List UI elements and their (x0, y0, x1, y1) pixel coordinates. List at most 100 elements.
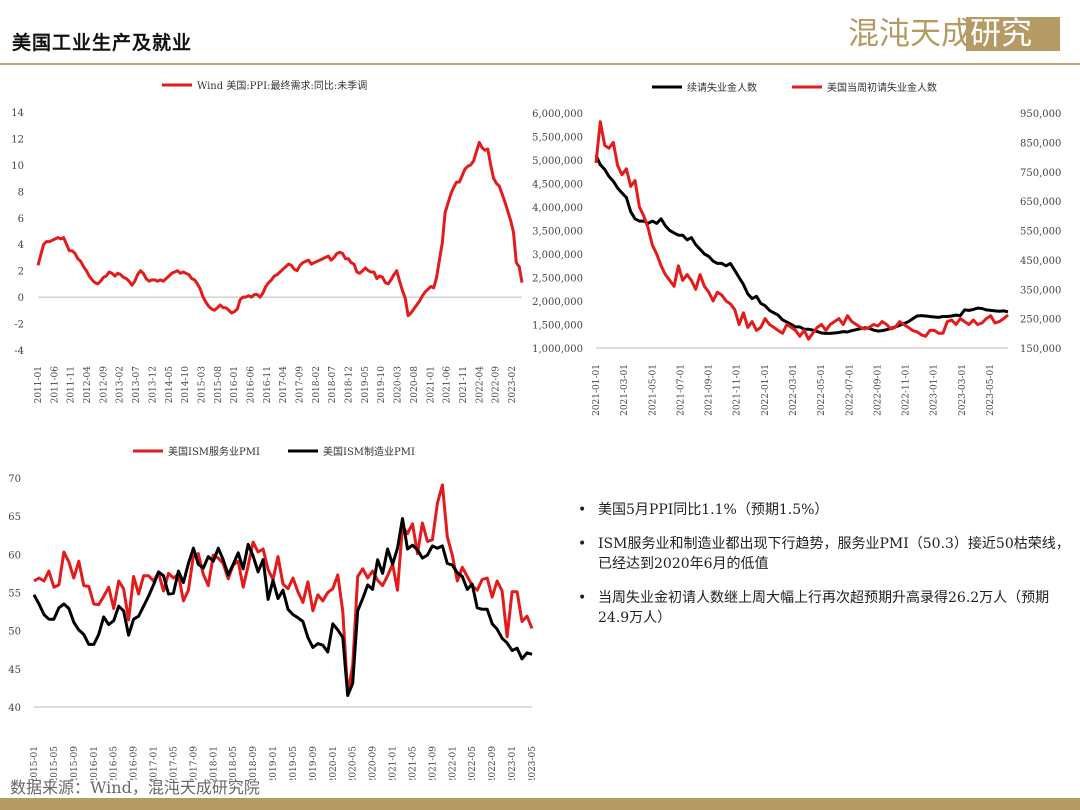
x-tick-label: 2022-01 (448, 746, 458, 780)
x-tick-label: 2018-02 (312, 366, 322, 403)
x-tick-label: 2021-05-01 (648, 364, 658, 416)
x-tick-label: 2015-08 (214, 366, 224, 404)
x-tick-label: 2022-07-01 (845, 364, 855, 416)
y-tick-label-left: 3,500,000 (532, 227, 583, 238)
legend-label: 美国当周初请失业金人数 (827, 81, 937, 94)
x-tick-label: 2018-09 (249, 746, 259, 780)
x-tick-label: 2021-11 (459, 366, 469, 403)
footer-bar (0, 798, 1080, 810)
x-tick-label: 2021-11-01 (733, 364, 743, 416)
y-tick-label: 4 (18, 240, 24, 251)
y-tick-label: 14 (11, 108, 24, 119)
y-tick-label: 55 (8, 589, 21, 600)
y-tick-label-right: 950,000 (1020, 109, 1061, 120)
y-tick-label-right: 350,000 (1020, 285, 1061, 296)
y-tick-label: 40 (8, 703, 21, 714)
x-tick-label: 2020-01 (329, 746, 339, 780)
x-tick-label: 2019-10 (377, 366, 387, 404)
summary-bullets: • 美国5月PPI同比1.1%（预期1.5%） • ISM服务业和制造业都出现下行趋… (572, 500, 1077, 642)
x-tick-label: 2017-09 (189, 746, 199, 780)
y-tick-label-right: 550,000 (1020, 227, 1061, 238)
x-tick-label: 2016-11 (263, 366, 273, 403)
y-tick-label-right: 650,000 (1020, 197, 1061, 208)
x-tick-label: 2011-11 (67, 366, 77, 403)
logo-box: 研究院 (966, 16, 1060, 92)
x-tick-label: 2018-05 (229, 746, 239, 780)
page-title: 美国工业生产及就业 (12, 32, 193, 54)
x-tick-label: 2016-01 (90, 746, 100, 780)
y-tick-label: 2 (18, 267, 24, 278)
y-tick-label: 60 (8, 550, 21, 561)
y-tick-label-left: 4,000,000 (532, 203, 583, 214)
x-tick-label: 2014-10 (181, 366, 191, 404)
y-tick-label-right: 850,000 (1020, 138, 1061, 149)
header-rule (0, 63, 1080, 65)
y-tick-label-right: 750,000 (1020, 168, 1061, 179)
x-tick-label: 2021-07-01 (676, 364, 686, 416)
x-tick-label: 2023-01-01 (930, 364, 940, 416)
x-tick-label: 2011-01 (34, 366, 44, 403)
legend-label: 美国ISM服务业PMI (168, 445, 260, 458)
source-note: 数据来源：Wind，混沌天成研究院 (10, 778, 260, 797)
x-tick-label: 2021-01-01 (592, 364, 602, 416)
x-tick-label: 2021-01 (389, 746, 399, 780)
ppi-chart: Wind 美国:PPI:最终需求:同比:未季调 14 12 10 8 6 4 2 0 -2 -4 20… (11, 79, 524, 404)
y-tick-label: 10 (11, 161, 24, 172)
x-tick-label: 2021-01 (426, 366, 436, 403)
x-tick-label: 2021-03-01 (620, 364, 630, 416)
y-tick-label: -4 (14, 346, 24, 357)
x-tick-label: 2012-04 (83, 366, 93, 404)
y-tick-label-right: 150,000 (1020, 344, 1061, 355)
logo-box-text: 研究院 (970, 16, 1032, 92)
x-tick-label: 2015-01 (30, 746, 40, 780)
x-tick-label: 2017-05 (169, 746, 179, 780)
y-tick-label: 50 (8, 627, 21, 638)
ism-pmi-chart: 美国ISM服务业PMI 美国ISM制造业PMI 70 65 60 55 50 45 40 2015… (8, 445, 538, 780)
y-tick-label: 65 (8, 512, 21, 523)
y-tick-label-left: 3,000,000 (532, 250, 583, 261)
y-tick-label-right: 250,000 (1020, 315, 1061, 326)
bullet-text: ISM服务业和制造业都出现下行趋势，服务业PMI（50.3）接近50枯荣线，已经… (598, 536, 1070, 572)
y-tick-label-left: 4,500,000 (532, 180, 583, 191)
y-tick-label-left: 5,000,000 (532, 156, 583, 167)
y-tick-label: 70 (8, 474, 21, 485)
x-tick-label: 2022-03-01 (789, 364, 799, 416)
logo-text: 混沌天成 (848, 16, 972, 52)
x-tick-label: 2022-05-01 (817, 364, 827, 416)
x-tick-label: 2011-06 (50, 366, 60, 404)
y-tick-label: 6 (18, 214, 24, 225)
x-tick-label: 2023-01 (508, 746, 518, 780)
ism-manufacturing-line (32, 517, 533, 697)
bullet-item: • 当周失业金初请人数继上周大幅上行再次超预期升高录得26.2万人（预期24.9万… (578, 590, 1050, 626)
y-tick-label: 0 (18, 293, 24, 304)
bullet-item: • 美国5月PPI同比1.1%（预期1.5%） (578, 502, 829, 518)
x-tick-label: 2022-09 (492, 366, 502, 404)
ppi-series-line (36, 140, 524, 318)
legend-label: 续请失业金人数 (687, 81, 757, 94)
x-tick-label: 2020-05 (349, 746, 359, 780)
y-tick-label-left: 1,500,000 (532, 321, 583, 332)
x-tick-label: 2019-05 (361, 366, 371, 404)
x-tick-label: 2017-04 (279, 366, 289, 404)
y-tick-label: 45 (8, 665, 21, 676)
x-tick-label: 2022-09 (488, 746, 498, 780)
x-tick-label: 2021-09-01 (705, 364, 715, 416)
bullet-item: • ISM服务业和制造业都出现下行趋势，服务业PMI（50.3）接近50枯荣线，已… (578, 536, 1070, 572)
x-tick-label: 2015-03 (197, 366, 207, 404)
bullet-text: 当周失业金初请人数继上周大幅上行再次超预期升高录得26.2万人（预期24.9万人… (598, 590, 1050, 626)
continuing-claims-line (594, 154, 1009, 335)
x-tick-label: 2020-08 (410, 366, 420, 404)
x-tick-label: 2023-05-01 (986, 364, 996, 416)
y-tick-label-left: 2,000,000 (532, 297, 583, 308)
initial-claims-line (594, 120, 1009, 341)
x-tick-label: 2013-02 (116, 366, 126, 403)
logo: 混沌天成 研究院 (848, 14, 1060, 92)
x-tick-label: 2022-01-01 (761, 364, 771, 416)
x-tick-label: 2020-03 (394, 366, 404, 404)
x-tick-label: 2016-09 (130, 746, 140, 780)
x-tick-label: 2016-01 (230, 366, 240, 403)
ism-services-line (33, 483, 534, 695)
x-tick-label: 2018-01 (209, 746, 219, 780)
y-tick-label: -2 (14, 320, 24, 331)
x-tick-label: 2013-12 (148, 366, 158, 403)
